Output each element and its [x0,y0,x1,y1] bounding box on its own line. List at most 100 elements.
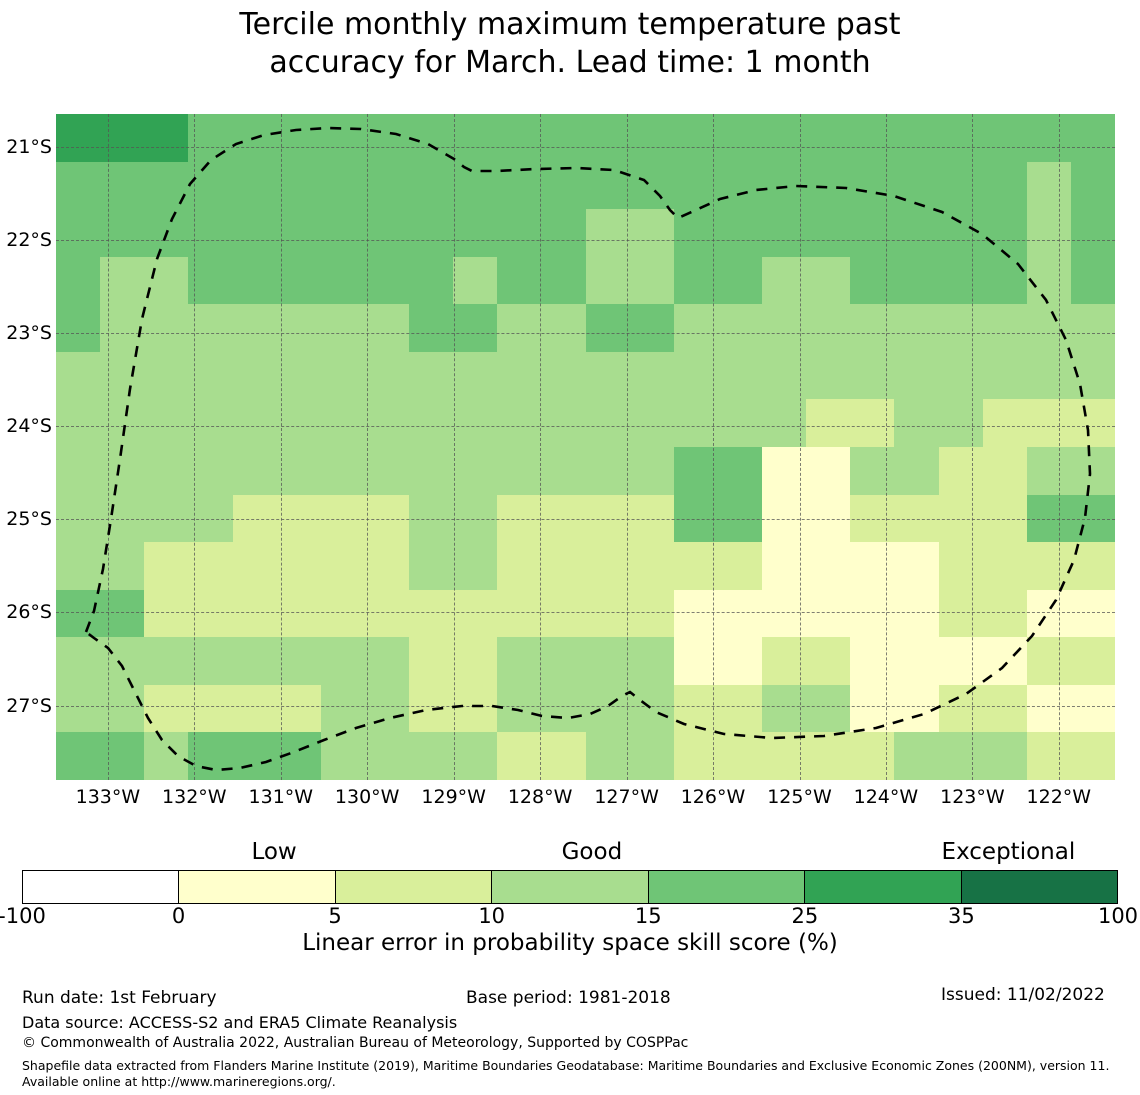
heatmap-cell [188,590,233,637]
heatmap-cell [188,304,233,352]
colorbar-segment-3[interactable] [492,871,649,903]
heatmap-cell [939,542,983,590]
heatmap-cell [277,162,321,209]
heatmap-cell [762,590,806,637]
heatmap-cell [1071,399,1115,447]
heatmap-cell [762,257,806,304]
heatmap-cell [144,162,188,209]
heatmap-cell [144,590,188,637]
heatmap-cell [453,495,497,542]
heatmap-cell [365,162,409,209]
heatmap-cell [850,399,894,447]
heatmap-cell [586,257,630,304]
heatmap-cell [718,447,762,495]
heatmap-cell [453,542,497,590]
y-axis-tick-label: 23°S [6,321,52,344]
heatmap-cell [233,114,277,162]
heatmap-cell [850,495,894,542]
heatmap-cell [100,447,144,495]
heatmap-cell [409,114,453,162]
heatmap-cell [983,590,1027,637]
colorbar-segment-0[interactable] [23,871,180,903]
heatmap-cell [321,590,365,637]
heatmap-cell [850,637,894,685]
heatmap-cell [586,685,630,732]
heatmap-cell [409,257,453,304]
heatmap-cell [277,590,321,637]
heatmap-cell [541,114,586,162]
heatmap-cell [674,352,718,399]
footer-issued-date: Issued: 11/02/2022 [941,985,1105,1005]
heatmap-cell [497,732,541,780]
heatmap-cell [586,209,630,257]
colorbar-segment-2[interactable] [335,871,493,903]
heatmap-cell [718,685,762,732]
heatmap-cell [718,637,762,685]
heatmap-cell [409,590,453,637]
heatmap-cell [100,352,144,399]
heatmap-cell [894,637,939,685]
heatmap-cell [1027,257,1071,304]
heatmap-cell [100,590,144,637]
heatmap-cell [586,637,630,685]
heatmap-cell [233,162,277,209]
heatmap-cell [762,114,806,162]
x-axis-tick-label: 131°W [248,786,314,808]
heatmap-cell [630,590,674,637]
heatmap-cell [1071,685,1115,732]
heatmap-cell [321,685,365,732]
heatmap-cell [144,732,188,780]
heatmap-cell [939,447,983,495]
page-title-line-1: Tercile monthly maximum temperature past [239,7,901,42]
heatmap-cell [365,399,409,447]
heatmap-cell [806,304,850,352]
heatmap-cell [850,257,894,304]
heatmap-cell [1071,352,1115,399]
heatmap-cell [365,590,409,637]
heatmap-cell [365,542,409,590]
x-axis-tick-label: 128°W [507,786,573,808]
heatmap-cell [541,209,586,257]
heatmap-cell [100,732,144,780]
heatmap-cell [541,162,586,209]
heatmap-cell [674,114,718,162]
colorbar-segment-5[interactable] [805,871,962,903]
footer-copyright: © Commonwealth of Australia 2022, Austra… [22,1035,689,1051]
heatmap-cell [894,399,939,447]
heatmap-cell [806,162,850,209]
heatmap-cell [806,114,850,162]
heatmap-cell [365,257,409,304]
heatmap-cell [630,542,674,590]
heatmap-cell [1027,114,1071,162]
heatmap-cell [1027,732,1071,780]
heatmap-cell [983,447,1027,495]
heatmap-cell [850,162,894,209]
colorbar-segment-1[interactable] [179,871,336,903]
heatmap-cell [409,732,453,780]
heatmap-cell [56,209,100,257]
heatmap-cell [541,685,586,732]
heatmap-cell [541,590,586,637]
heatmap-cell [983,114,1027,162]
heatmap-cell [409,304,453,352]
heatmap-cell [497,495,541,542]
colorbar[interactable] [22,870,1118,904]
heatmap-cell [983,732,1027,780]
heatmap-cell [233,352,277,399]
heatmap-cell [630,304,674,352]
heatmap-cell [56,732,100,780]
heatmap-cell [188,685,233,732]
heatmap-cell [277,685,321,732]
heatmap-cell [939,637,983,685]
x-axis-tick-label: 122°W [1026,786,1092,808]
heatmap-cell [983,399,1027,447]
heatmap-cell [144,257,188,304]
map-plot-area[interactable] [56,114,1115,780]
heatmap-cell [1027,447,1071,495]
heatmap-cell [939,590,983,637]
heatmap-cell [850,447,894,495]
colorbar-segment-6[interactable] [961,871,1117,903]
heatmap-cell [674,542,718,590]
colorbar-segment-4[interactable] [648,871,806,903]
heatmap-cell [718,257,762,304]
